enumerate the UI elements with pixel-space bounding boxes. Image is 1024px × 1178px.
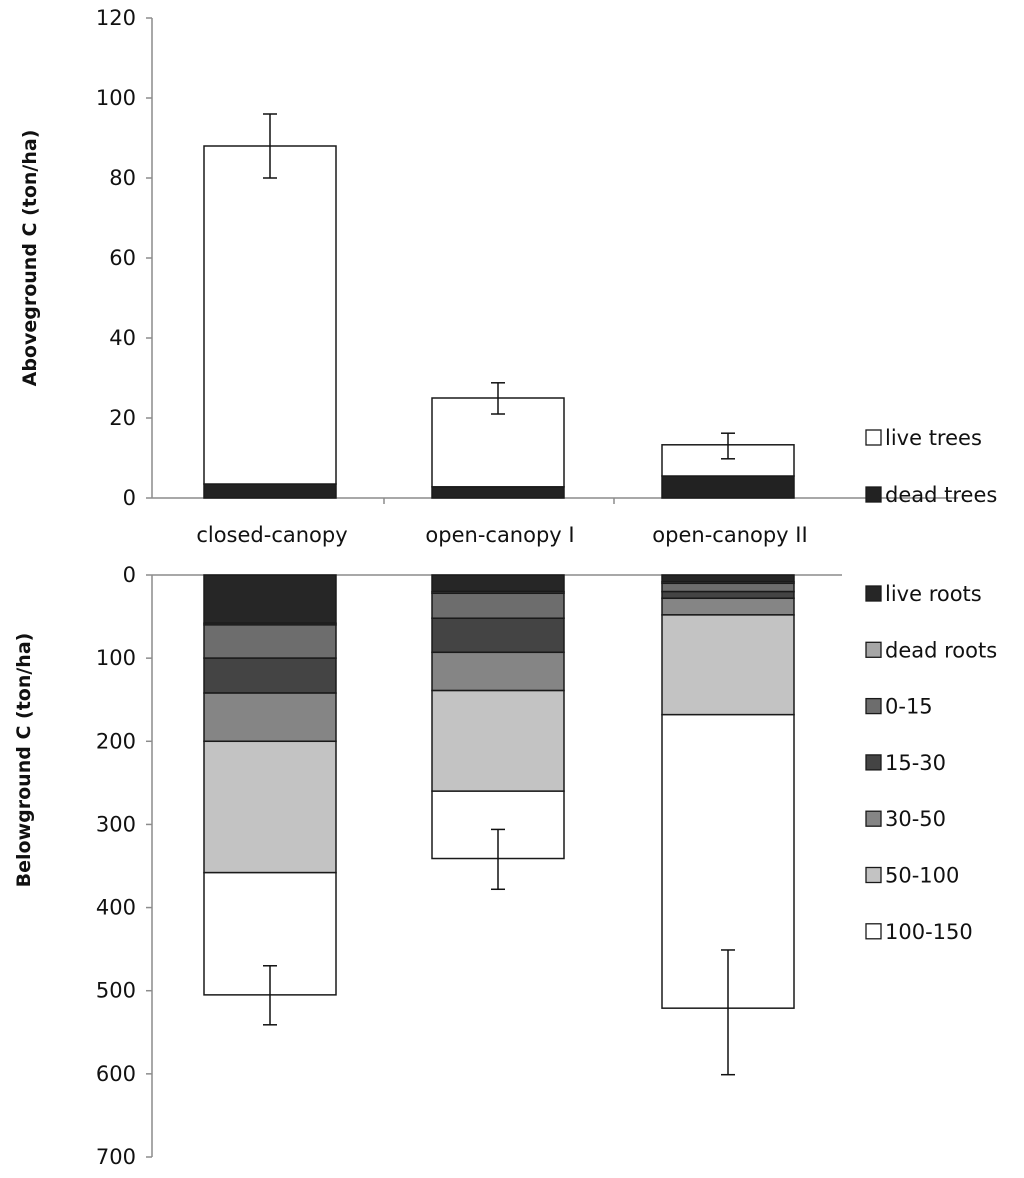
legend-label-50-100: 50-100 (885, 864, 959, 888)
bottom-y-tick-label: 700 (96, 1145, 136, 1169)
legend-swatch-live-trees (865, 429, 882, 446)
bar-segment-live-roots-open-canopy-ii (661, 574, 795, 583)
bottom-y-axis-title: Belowground C (ton/ha) (13, 633, 35, 888)
bottom-y-tick-label: 400 (96, 896, 136, 920)
legend-swatch-dead-roots (865, 641, 882, 658)
legend-label-0-15: 0-15 (885, 695, 933, 719)
legend-label-30-50: 30-50 (885, 807, 946, 831)
bottom-y-tick-label: 600 (96, 1062, 136, 1086)
legend-swatch-dead-trees (865, 486, 882, 503)
legend-label-100-150: 100-150 (885, 920, 973, 944)
legend-swatch-live-roots (865, 585, 882, 602)
bar-segment-15-30-open-canopy-i (431, 617, 565, 654)
category-label-open-canopy-i: open-canopy I (425, 523, 574, 547)
bar-segment-30-50-open-canopy-i (431, 651, 565, 692)
top-y-tick-label: 100 (96, 86, 136, 110)
bar-segment-live-roots-open-canopy-i (431, 574, 565, 593)
bottom-y-tick-label: 100 (96, 646, 136, 670)
top-y-tick-label: 20 (109, 406, 136, 430)
bar-segment-live-trees-closed-canopy (203, 145, 337, 485)
bottom-y-tick-label: 500 (96, 979, 136, 1003)
category-label-closed-canopy: closed-canopy (196, 523, 347, 547)
bar-segment-dead-trees-open-canopy-i (431, 486, 565, 499)
bar-segment-live-roots-closed-canopy (203, 574, 337, 624)
bar-segment-15-30-open-canopy-ii (661, 590, 795, 600)
top-y-tick-label: 80 (109, 166, 136, 190)
top-y-tick-label: 40 (109, 326, 136, 350)
bar-segment-50-100-open-canopy-i (431, 689, 565, 792)
top-y-axis-title: Aboveground C (ton/ha) (19, 130, 41, 387)
bar-segment-0-15-open-canopy-ii (661, 582, 795, 593)
legend-label-dead-roots: dead roots (885, 638, 997, 662)
legend-swatch-15-30 (865, 754, 882, 771)
bar-segment-0-15-open-canopy-i (431, 592, 565, 619)
legend-label-live-trees: live trees (885, 426, 982, 450)
legend-swatch-30-50 (865, 810, 882, 827)
bar-segment-30-50-open-canopy-ii (661, 597, 795, 616)
legend-label-dead-trees: dead trees (885, 483, 997, 507)
bottom-y-tick-label: 300 (96, 812, 136, 836)
bar-segment-dead-trees-closed-canopy (203, 483, 337, 499)
category-label-open-canopy-ii: open-canopy II (652, 523, 807, 547)
bar-segment-15-30-closed-canopy (203, 657, 337, 694)
bar-segment-0-15-closed-canopy (203, 624, 337, 659)
legend-label-15-30: 15-30 (885, 751, 946, 775)
top-y-tick-label: 0 (123, 486, 136, 510)
bar-segment-30-50-closed-canopy (203, 692, 337, 743)
legend-swatch-0-15 (865, 697, 882, 715)
legend-swatch-100-150 (865, 923, 882, 940)
bottom-y-tick-label: 0 (123, 563, 136, 587)
bar-segment-dead-trees-open-canopy-ii (661, 475, 795, 499)
bar-segment-50-100-open-canopy-ii (661, 614, 795, 716)
legend-swatch-50-100 (865, 866, 882, 884)
legend-label-live-roots: live roots (885, 582, 982, 606)
bar-segment-50-100-closed-canopy (203, 740, 337, 874)
bottom-y-tick-label: 200 (96, 729, 136, 753)
bar-segment-live-trees-open-canopy-ii (661, 444, 795, 477)
top-y-tick-label: 60 (109, 246, 136, 270)
top-y-tick-label: 120 (96, 6, 136, 30)
